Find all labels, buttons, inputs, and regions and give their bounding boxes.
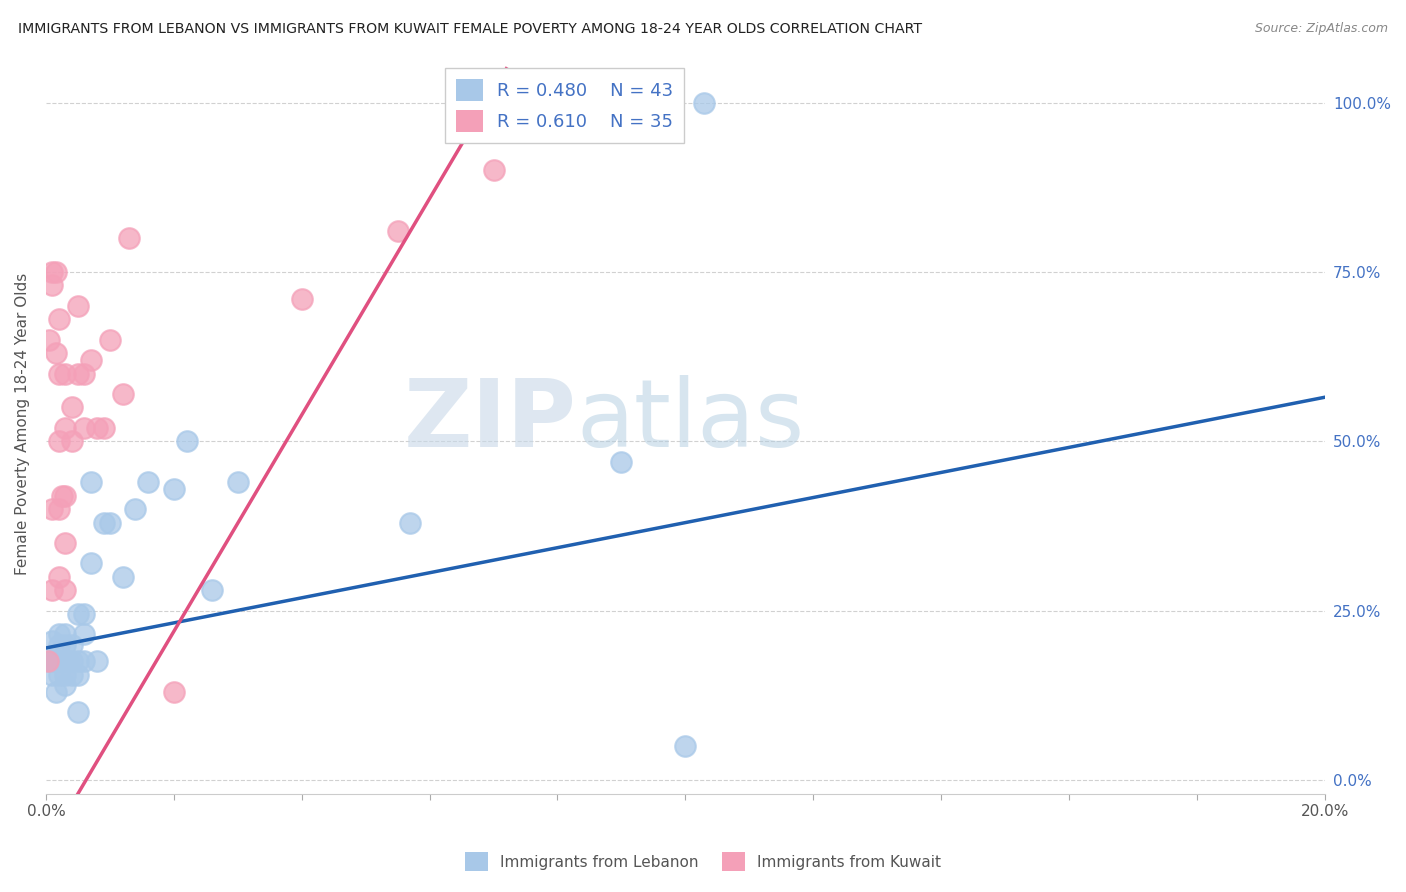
Point [673, 739, 696, 754]
Point [53, 367, 76, 381]
Point [118, 231, 141, 245]
Point [86, 421, 108, 435]
Point [124, 502, 146, 516]
Legend: R = 0.480    N = 43, R = 0.610    N = 35: R = 0.480 N = 43, R = 0.610 N = 35 [446, 68, 685, 143]
Point [48, 502, 70, 516]
Point [45, 346, 67, 360]
Point [48, 638, 70, 652]
Text: ZIP: ZIP [404, 375, 576, 467]
Point [226, 475, 249, 489]
Point [163, 685, 186, 699]
Point [73, 421, 96, 435]
Point [73, 607, 96, 621]
Point [53, 655, 76, 669]
Point [60, 638, 83, 652]
Point [176, 434, 198, 449]
Text: IMMIGRANTS FROM LEBANON VS IMMIGRANTS FROM KUWAIT FEMALE POVERTY AMONG 18-24 YEA: IMMIGRANTS FROM LEBANON VS IMMIGRANTS FR… [18, 22, 922, 37]
Point [98, 333, 121, 347]
Point [80, 556, 103, 570]
Point [163, 482, 186, 496]
Point [41, 634, 63, 648]
Point [53, 583, 76, 598]
Point [53, 678, 76, 692]
Point [93, 516, 115, 530]
Point [73, 655, 96, 669]
Point [80, 353, 103, 368]
Point [37, 655, 59, 669]
Point [73, 367, 96, 381]
Point [45, 265, 67, 279]
Point [201, 583, 224, 598]
Point [693, 95, 716, 110]
Legend: Immigrants from Lebanon, Immigrants from Kuwait: Immigrants from Lebanon, Immigrants from… [458, 847, 948, 877]
Point [111, 570, 134, 584]
Point [41, 655, 63, 669]
Point [387, 224, 409, 238]
Y-axis label: Female Poverty Among 18-24 Year Olds: Female Poverty Among 18-24 Year Olds [15, 273, 30, 575]
Point [66, 299, 89, 313]
Point [48, 627, 70, 641]
Point [48, 434, 70, 449]
Point [66, 668, 89, 682]
Point [66, 607, 89, 621]
Point [60, 401, 83, 415]
Point [38, 333, 60, 347]
Point [136, 475, 159, 489]
Point [51, 655, 73, 669]
Point [60, 434, 83, 449]
Point [399, 516, 422, 530]
Point [45, 655, 67, 669]
Point [48, 312, 70, 326]
Point [73, 627, 96, 641]
Point [48, 570, 70, 584]
Point [45, 685, 67, 699]
Point [41, 583, 63, 598]
Point [610, 455, 633, 469]
Point [41, 278, 63, 293]
Text: Source: ZipAtlas.com: Source: ZipAtlas.com [1254, 22, 1388, 36]
Point [53, 536, 76, 550]
Point [41, 502, 63, 516]
Point [51, 489, 73, 503]
Point [80, 475, 103, 489]
Point [53, 668, 76, 682]
Point [58, 655, 80, 669]
Point [98, 516, 121, 530]
Point [66, 655, 89, 669]
Point [60, 668, 83, 682]
Point [48, 655, 70, 669]
Point [111, 387, 134, 401]
Point [482, 163, 505, 178]
Point [53, 638, 76, 652]
Point [291, 292, 314, 306]
Point [86, 655, 108, 669]
Point [48, 668, 70, 682]
Point [53, 489, 76, 503]
Point [60, 655, 83, 669]
Point [93, 421, 115, 435]
Point [66, 367, 89, 381]
Point [66, 706, 89, 720]
Point [41, 668, 63, 682]
Text: atlas: atlas [576, 375, 804, 467]
Point [53, 627, 76, 641]
Point [41, 265, 63, 279]
Point [48, 367, 70, 381]
Point [53, 421, 76, 435]
Point [38, 655, 60, 669]
